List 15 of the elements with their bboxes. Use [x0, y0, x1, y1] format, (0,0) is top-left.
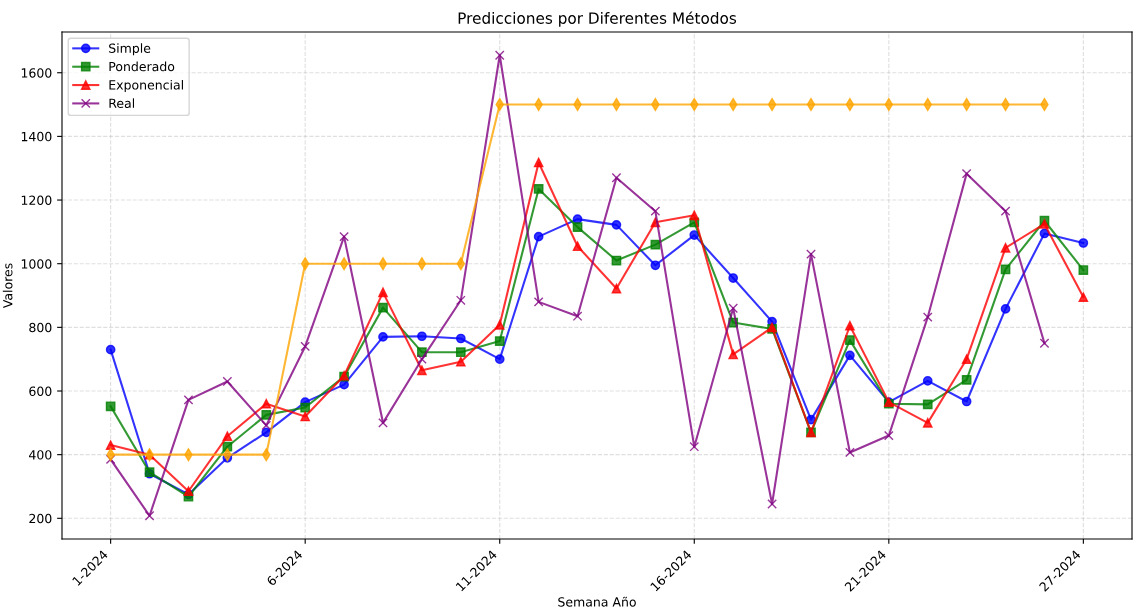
y-tick-label: 1400	[21, 131, 52, 142]
y-tick-label: 600	[29, 386, 52, 396]
x-axis-title: Semana Año	[558, 596, 636, 607]
legend-label: Exponencial	[109, 79, 183, 93]
legend-label: Simple	[109, 43, 151, 56]
chart-title: Predicciones por Diferentes Métodos	[458, 11, 737, 27]
legend-label: Ponderado	[109, 61, 175, 72]
y-tick-label: 800	[29, 322, 52, 333]
y-tick-label: 400	[29, 450, 52, 460]
legend-label: Real	[109, 98, 135, 108]
y-tick-label: 200	[29, 513, 52, 524]
y-tick-label: 1200	[21, 195, 52, 205]
y-axis-title: Valores	[2, 263, 13, 309]
y-tick-label: 1600	[21, 68, 52, 78]
y-tick-label: 1000	[21, 259, 52, 269]
